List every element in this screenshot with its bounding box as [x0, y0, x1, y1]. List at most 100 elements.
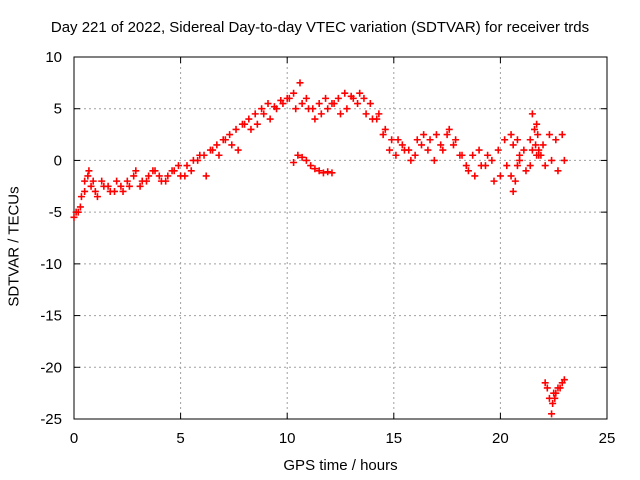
data-point: 22.4, 0 — [548, 156, 556, 164]
data-point: 10.3, -0.2 — [290, 158, 298, 166]
x-axis-label: GPS time / hours — [283, 457, 398, 474]
data-point: 3.2, -2 — [138, 177, 146, 185]
data-point: 0, -5.5 — [70, 213, 78, 221]
data-point: 5.9, 0.5 — [196, 151, 204, 159]
data-point: 8, 3.5 — [241, 120, 249, 128]
data-point: 11.6, 4.5 — [317, 110, 325, 118]
data-point: 20.5, -1.5 — [507, 172, 515, 180]
data-point: 14.6, 3 — [381, 125, 389, 133]
data-point: 21.4, 2 — [526, 136, 534, 144]
y-tick-label: -5 — [49, 204, 62, 221]
data-point: 14.3, 4.5 — [375, 110, 383, 118]
data-point: 3.1, -2.5 — [136, 182, 144, 190]
data-point: 3.5, -1.5 — [145, 172, 153, 180]
data-point: 13.9, 5.5 — [366, 100, 374, 108]
data-point: 22.45, -23.5 — [549, 399, 557, 407]
data-point: 5.3, -0.5 — [183, 162, 191, 170]
data-point: 10.3, 6.5 — [290, 89, 298, 97]
data-point: 20.9, 0.5 — [516, 151, 524, 159]
y-axis-label: SDTVAR / TECUs — [5, 186, 23, 307]
data-point: 18.7, 0.5 — [469, 151, 477, 159]
data-point: 15.4, 1.5 — [398, 141, 406, 149]
x-tick-label: 20 — [492, 430, 509, 447]
data-point: 19.9, 1 — [494, 146, 502, 154]
data-point: 1, -3 — [91, 187, 99, 195]
data-point: 22.6, 2 — [552, 136, 560, 144]
data-point: 0.5, -3 — [81, 187, 89, 195]
data-point: 1.7, -3 — [106, 187, 114, 195]
data-point: 19.4, 0.5 — [484, 151, 492, 159]
data-point: 21.75, 2.5 — [534, 131, 542, 139]
y-tick-label: 5 — [54, 101, 62, 118]
data-point: 0.9, -2 — [89, 177, 97, 185]
data-point: 14.9, 2 — [388, 136, 396, 144]
data-point: 9.2, 4 — [266, 115, 274, 123]
x-tick-label: 5 — [176, 430, 184, 447]
data-point: 21.7, 3.5 — [533, 120, 541, 128]
data-point: 22.3, 2.5 — [545, 131, 553, 139]
data-point: 17.5, 2.5 — [443, 131, 451, 139]
x-tick-label: 10 — [279, 430, 296, 447]
data-point: 20.6, -3 — [509, 187, 517, 195]
data-point: 22, 1.5 — [539, 141, 547, 149]
data-point: 18.8, -1.5 — [471, 172, 479, 180]
data-point: 1.1, -3.5 — [93, 193, 101, 201]
data-point: 4, -1.5 — [155, 172, 163, 180]
data-points: 0, -5.50.2, -50.35, -3.50.5, -20.65, -1.… — [70, 79, 568, 418]
data-point: 4.1, -2 — [157, 177, 165, 185]
data-point: 19.1, -0.5 — [477, 162, 485, 170]
data-point: 2.3, -3 — [119, 187, 127, 195]
data-point: 20.2, 2 — [501, 136, 509, 144]
data-point: 13.7, 4.5 — [362, 110, 370, 118]
data-point: 6.2, -1.5 — [202, 172, 210, 180]
data-point: 7.3, 2.5 — [226, 131, 234, 139]
data-point: 17, 2.5 — [432, 131, 440, 139]
data-point: 17.8, 1.5 — [449, 141, 457, 149]
data-point: 20.5, 2.5 — [507, 131, 515, 139]
data-point: 1.3, -2 — [98, 177, 106, 185]
data-point: 2.2, -2.5 — [117, 182, 125, 190]
data-point: 10.9, 6 — [302, 94, 310, 102]
data-point: 7.7, 1 — [234, 146, 242, 154]
data-point: 8.2, 4 — [245, 115, 253, 123]
data-series: 21.4, 2 21.5, 4.5 21.6, 3 21.65, 1.5 21.7, 3… — [507, 110, 545, 195]
data-point: 16, 0.5 — [411, 151, 419, 159]
data-point: 20.7, -2 — [511, 177, 519, 185]
data-point: 13.6, 6 — [360, 94, 368, 102]
data-point: 20.8, 2 — [513, 136, 521, 144]
data-point: 15.1, 0.5 — [392, 151, 400, 159]
data-point: 22.6, -22.5 — [552, 389, 560, 397]
data-point: 21.5, 1 — [528, 146, 536, 154]
data-point: 13.3, 5.5 — [354, 100, 362, 108]
data-point: 20.3, -0.5 — [503, 162, 511, 170]
data-point: 17.9, 2 — [452, 136, 460, 144]
data-point: 11.5, -1 — [315, 167, 323, 175]
data-point: 12.7, 6.5 — [341, 89, 349, 97]
data-point: 21.2, -1 — [522, 167, 530, 175]
data-point: 11.3, 4 — [311, 115, 319, 123]
data-point: 23, -21.2 — [560, 376, 568, 384]
data-point: 9.1, 5.5 — [264, 100, 272, 108]
y-tick-label: -10 — [40, 256, 62, 273]
y-tick-label: -15 — [40, 308, 62, 325]
data-point: 0.35, -3.5 — [77, 193, 85, 201]
data-point: 3.8, -1 — [151, 167, 159, 175]
data-series: 0.1, -50.3, -4.5 0.5, -3 0.7, -1 0.9, -2 1.1… — [72, 89, 568, 216]
data-point: 10.4, 5 — [292, 105, 300, 113]
data-point: 2, -2 — [113, 177, 121, 185]
data-point: 8.8, 5 — [258, 105, 266, 113]
data-point: 8.3, 3 — [247, 125, 255, 133]
data-point: 6.7, 1.5 — [213, 141, 221, 149]
data-point: 0.5, -2 — [81, 177, 89, 185]
data-point: 22.2, -22 — [543, 384, 551, 392]
data-point: 16.1, 2 — [413, 136, 421, 144]
data-point: 16.7, 2 — [426, 136, 434, 144]
data-series: 0, -5.50.2, -50.35, -3.50.5, -20.65, -1.… — [70, 79, 566, 221]
data-point: 12.1, -1.2 — [328, 169, 336, 177]
data-point: 19.6, 0 — [488, 156, 496, 164]
grid-lines — [74, 57, 607, 419]
data-point: 22.1, -0.5 — [541, 162, 549, 170]
data-point: 13.1, 6 — [349, 94, 357, 102]
data-point: 5.5, -1 — [187, 167, 195, 175]
